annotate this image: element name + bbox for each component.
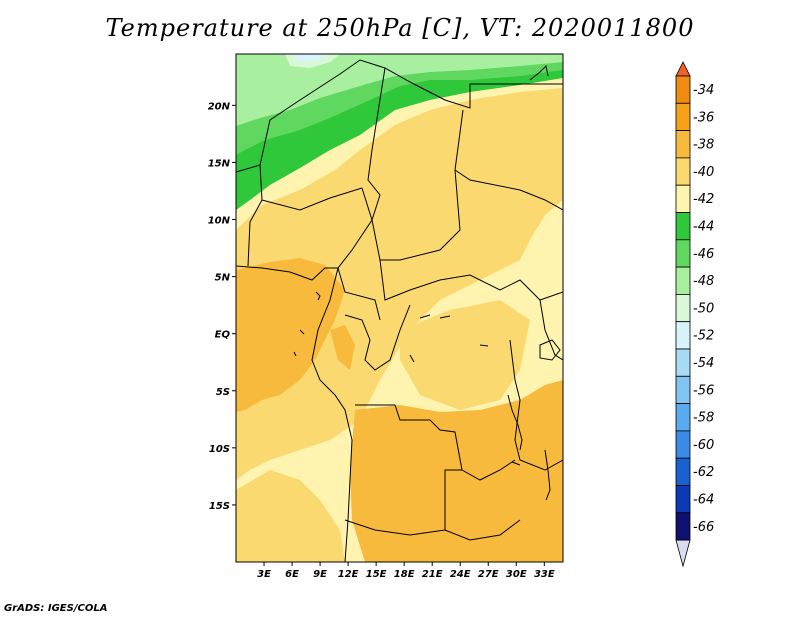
colorbar-cell bbox=[675, 130, 691, 159]
field-band-38c bbox=[330, 325, 355, 370]
lon-tick-label: 27E bbox=[478, 569, 499, 580]
colorbar-cell bbox=[675, 184, 691, 213]
lake-malawi bbox=[544, 449, 551, 501]
nile-north bbox=[529, 64, 549, 81]
lon-tick-label: 30E bbox=[506, 569, 527, 580]
lon-tick-label: 3E bbox=[257, 569, 271, 580]
colorbar-label: -64 bbox=[693, 493, 714, 508]
border-congo bbox=[344, 304, 411, 371]
map-axes: 20N 15N 10N 5N EQ 5S 10S 15S 3E 6E 9E 12E 15E 18E 21E 2… bbox=[208, 101, 555, 580]
border-kenya bbox=[539, 299, 563, 361]
border-car bbox=[379, 259, 563, 301]
border-east bbox=[509, 339, 563, 471]
lat-tick-label: 5N bbox=[215, 273, 231, 284]
border-north bbox=[236, 59, 563, 173]
colorbar-cell bbox=[675, 321, 691, 350]
colorbar-cell bbox=[675, 348, 691, 377]
colorbar-cell bbox=[675, 75, 691, 104]
lake-tanganyika bbox=[507, 394, 523, 451]
field-band-40 bbox=[236, 88, 563, 480]
border-drc-south bbox=[355, 404, 463, 530]
colorbar-label: -40 bbox=[693, 165, 714, 180]
field-band-40b bbox=[236, 470, 345, 562]
colorbar-cell bbox=[675, 293, 691, 323]
colorbar-cell bbox=[675, 457, 691, 486]
colorbar-label: -34 bbox=[693, 83, 714, 98]
colorbar-label: -52 bbox=[693, 329, 714, 344]
lon-tick-label: 24E bbox=[450, 569, 471, 580]
colorbar-label: -48 bbox=[693, 274, 714, 289]
colorbar-cell bbox=[675, 430, 691, 459]
colorbar-cell bbox=[675, 403, 691, 432]
country-borders bbox=[236, 59, 563, 562]
border-zambia bbox=[461, 459, 516, 481]
lon-tick-label: 21E bbox=[422, 569, 443, 580]
colorbar-label: -46 bbox=[693, 247, 714, 262]
colorbar-cell bbox=[675, 239, 691, 268]
lon-tick-label: 18E bbox=[394, 569, 415, 580]
lon-tick-label: 15E bbox=[366, 569, 387, 580]
field-band-40c bbox=[400, 300, 530, 410]
lon-tick-label: 12E bbox=[338, 569, 359, 580]
lon-tick-label: 9E bbox=[313, 569, 327, 580]
map-title: Temperature at 250hPa [C], VT: 202001180… bbox=[105, 14, 695, 42]
colorbar-cell bbox=[675, 157, 691, 186]
map-frame bbox=[235, 53, 564, 563]
lake-victoria bbox=[539, 339, 561, 361]
colorbar-label: -42 bbox=[693, 192, 714, 207]
lat-tick-label: 10S bbox=[209, 444, 230, 455]
lat-tick-label: 5S bbox=[216, 387, 230, 398]
colorbar-cell bbox=[675, 212, 691, 241]
colorbar-label: -54 bbox=[693, 356, 714, 371]
temperature-field bbox=[236, 54, 563, 562]
colorbar-label: -62 bbox=[693, 465, 714, 480]
colorbar: -34 -36 -38 -40 -42 -44 -46 -48 -50 -52 -54 -56 -58 -… bbox=[675, 61, 714, 568]
border-angola bbox=[344, 519, 521, 541]
coastline-west bbox=[236, 265, 353, 562]
gabon-coast-islands bbox=[293, 291, 321, 357]
colorbar-label: -36 bbox=[693, 110, 714, 125]
colorbar-label: -44 bbox=[693, 220, 714, 235]
colorbar-cell bbox=[675, 485, 691, 514]
field-band-38a bbox=[236, 258, 345, 412]
colorbar-cell bbox=[675, 512, 691, 541]
colorbar-cell bbox=[675, 266, 691, 295]
colorbar-top-arrow bbox=[675, 61, 691, 77]
colorbar-label: -60 bbox=[693, 438, 714, 453]
colorbar-label: -56 bbox=[693, 383, 714, 398]
lat-tick-label: EQ bbox=[215, 330, 231, 341]
lat-tick-label: 15N bbox=[208, 158, 231, 169]
border-nigeria bbox=[247, 164, 363, 267]
colorbar-cell bbox=[675, 102, 691, 132]
lat-tick-label: 10N bbox=[208, 216, 231, 227]
colorbar-cell bbox=[675, 375, 691, 404]
colorbar-label: -50 bbox=[693, 301, 714, 316]
lon-tick-label: 6E bbox=[285, 569, 299, 580]
field-band-52 bbox=[292, 54, 325, 62]
field-band-48 bbox=[236, 54, 563, 126]
colorbar-bottom-arrow bbox=[675, 539, 691, 568]
colorbar-label: -58 bbox=[693, 411, 714, 426]
lat-tick-label: 15S bbox=[209, 501, 230, 512]
border-sudan bbox=[454, 169, 563, 211]
lon-tick-label: 33E bbox=[534, 569, 555, 580]
colorbar-label: -66 bbox=[693, 520, 714, 535]
lat-tick-label: 20N bbox=[208, 101, 231, 112]
border-cameroon bbox=[337, 187, 381, 321]
colorbar-label: -38 bbox=[693, 138, 714, 153]
field-band-38b bbox=[350, 380, 563, 562]
congo-river-marks bbox=[409, 314, 521, 466]
grads-credit: GrADS: IGES/COLA bbox=[4, 603, 108, 614]
